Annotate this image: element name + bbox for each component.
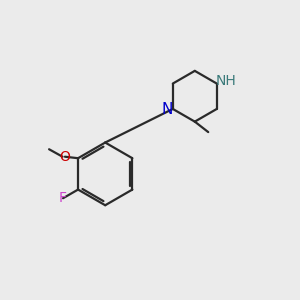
Text: O: O xyxy=(59,150,70,164)
Text: NH: NH xyxy=(215,74,236,88)
Text: F: F xyxy=(59,191,67,205)
Text: N: N xyxy=(162,102,173,117)
